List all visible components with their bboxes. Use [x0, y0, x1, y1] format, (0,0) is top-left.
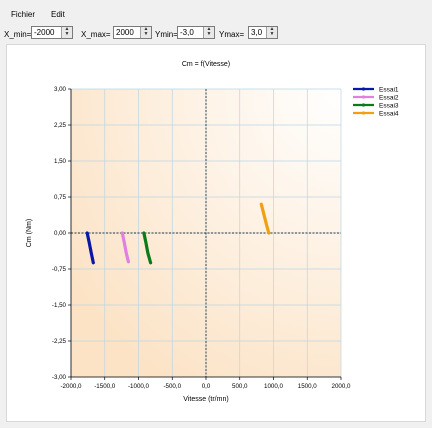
x-tick-label: 2000,0 [332, 383, 351, 390]
ymin-label: Ymin= [155, 30, 178, 39]
xmin-input[interactable] [32, 27, 60, 38]
series-essai1 [85, 231, 95, 265]
x-tick-label: -500,0 [163, 383, 181, 390]
legend-label: Essai1 [379, 86, 399, 93]
series-essai2 [120, 231, 130, 264]
spin-down-icon[interactable]: ▼ [64, 31, 70, 37]
y-tick-label: -2,25 [52, 338, 67, 345]
legend-marker [361, 87, 366, 91]
y-tick-label: 1,50 [54, 158, 67, 165]
y-axis-label: Cm (Nm) [26, 219, 33, 247]
chart-panel: -2000,0 -1500,0 -1000,0 -500,0 0,0 500,0 1000,… [6, 44, 426, 422]
xmax-spinner[interactable]: ▲ ▼ [113, 26, 152, 39]
ymin-input[interactable] [178, 27, 202, 38]
x-tick-label: 1000,0 [264, 383, 283, 390]
legend-label: Essai4 [379, 110, 399, 117]
spin-up-icon[interactable]: ▲ [64, 26, 70, 32]
y-tick-labels: 3,00 2,25 1,50 0,75 0,00 -0,75 -1,50 -2,25 -3,00 [52, 86, 71, 381]
x-tick-label: 500,0 [232, 383, 248, 390]
spin-up-icon[interactable]: ▲ [269, 26, 275, 32]
x-tick-label: -2000,0 [61, 383, 83, 390]
spin-down-icon[interactable]: ▼ [269, 31, 275, 37]
y-tick-label: 0,75 [54, 194, 67, 201]
ymax-spinner[interactable]: ▲ ▼ [248, 26, 278, 39]
xmax-label: X_max= [81, 30, 111, 39]
y-tick-label: -0,75 [52, 266, 67, 273]
chart-svg: -2000,0 -1500,0 -1000,0 -500,0 0,0 500,0 1000,… [26, 61, 399, 403]
xmin-spin-buttons[interactable]: ▲ ▼ [61, 27, 72, 38]
series-essai4 [259, 202, 271, 235]
xmin-label: X_min= [4, 30, 32, 39]
spin-up-icon[interactable]: ▲ [206, 26, 212, 32]
ymin-spin-buttons[interactable]: ▲ ▼ [203, 27, 214, 38]
legend-label: Essai3 [379, 102, 399, 109]
x-tick-label: 1500,0 [298, 383, 317, 390]
x-tick-label: -1500,0 [94, 383, 116, 390]
menu-bar: Fichier Edit [0, 0, 432, 22]
y-tick-label: -1,50 [52, 302, 67, 309]
x-tick-label: -1000,0 [128, 383, 150, 390]
legend-marker [361, 95, 366, 99]
menu-edit[interactable]: Edit [51, 10, 65, 19]
series-lines [85, 202, 271, 265]
ymin-spinner[interactable]: ▲ ▼ [177, 26, 215, 39]
x-axis-label: Vitesse (tr/mn) [183, 396, 228, 403]
xmin-spinner[interactable]: ▲ ▼ [31, 26, 73, 39]
x-tick-labels: -2000,0 -1500,0 -1000,0 -500,0 0,0 500,0 1000,… [61, 377, 351, 390]
legend-marker [361, 103, 366, 107]
spin-up-icon[interactable]: ▲ [143, 26, 149, 32]
ymax-label: Ymax= [219, 30, 245, 39]
xmax-spin-buttons[interactable]: ▲ ▼ [140, 27, 151, 38]
menu-fichier[interactable]: Fichier [11, 10, 36, 19]
x-tick-label: 0,0 [202, 383, 211, 390]
ymax-input[interactable] [249, 27, 265, 38]
spin-down-icon[interactable]: ▼ [143, 31, 149, 37]
chart-title: Cm = f(Vitesse) [182, 61, 230, 68]
y-tick-label: 0,00 [54, 230, 67, 237]
xmax-input[interactable] [114, 27, 139, 38]
y-tick-label: 3,00 [54, 86, 67, 93]
spin-down-icon[interactable]: ▼ [206, 31, 212, 37]
y-tick-label: 2,25 [54, 122, 67, 129]
legend-label: Essai2 [379, 94, 399, 101]
ymax-spin-buttons[interactable]: ▲ ▼ [266, 27, 277, 38]
y-tick-label: -3,00 [52, 374, 67, 381]
legend-marker [361, 111, 366, 115]
series-essai3 [142, 231, 153, 265]
